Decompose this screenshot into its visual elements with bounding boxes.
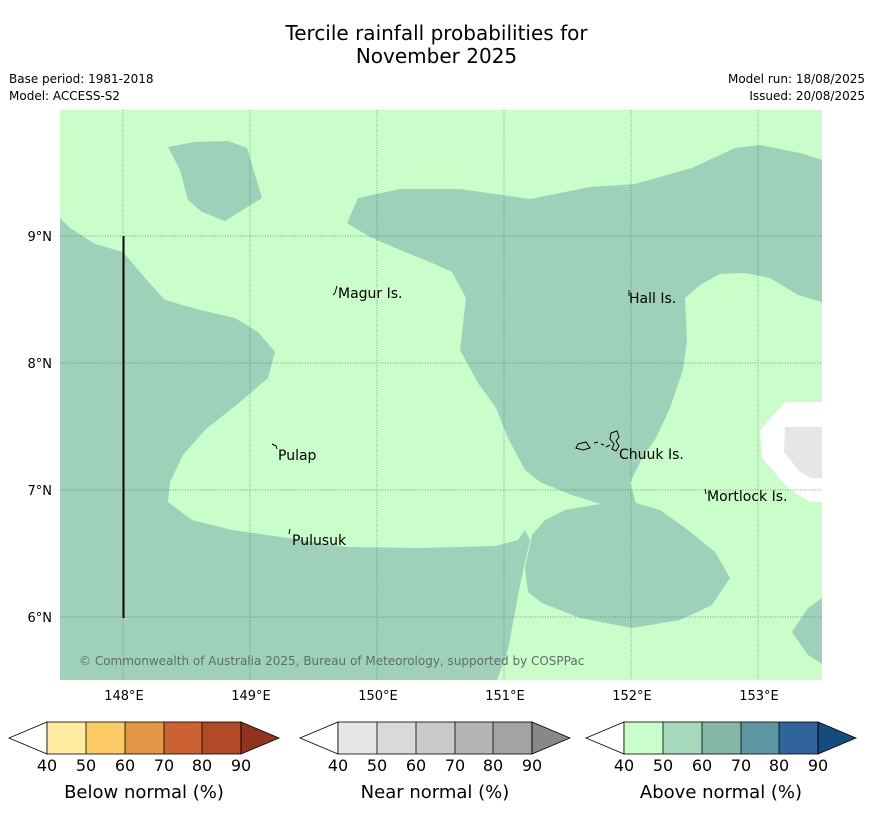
longitude-tick-labels: 148°E 149°E 150°E 151°E 152°E 153°E xyxy=(104,689,779,704)
cb-near-tick: 80 xyxy=(483,756,503,775)
lon-tick-151: 151°E xyxy=(485,689,525,704)
cb-below-seg xyxy=(125,722,164,754)
colorbar-above-normal: 40 50 60 70 80 90 Above normal (%) xyxy=(584,721,858,803)
cb-above-label: Above normal (%) xyxy=(640,782,802,803)
cb-near-max-arrow xyxy=(531,721,572,755)
graticule xyxy=(60,110,822,680)
base-period: Base period: 1981-2018 xyxy=(9,72,154,86)
cb-near-seg xyxy=(377,722,416,754)
cb-below-tick: 70 xyxy=(154,756,174,775)
cb-near-tick: 50 xyxy=(367,756,387,775)
cb-near-seg xyxy=(416,722,455,754)
colorbar-below-normal: 40 50 60 70 80 90 Below normal (%) xyxy=(7,721,281,803)
cb-above-seg xyxy=(624,722,663,754)
cb-near-seg xyxy=(338,722,377,754)
pulap-island-shape xyxy=(271,443,278,450)
magur-island-shape xyxy=(332,285,338,296)
cb-above-tick: 60 xyxy=(692,756,712,775)
place-label-pulusuk: Pulusuk xyxy=(292,533,347,549)
cb-near-min-arrow xyxy=(298,721,339,755)
cb-below-max-arrow xyxy=(240,721,281,755)
lon-tick-152: 152°E xyxy=(612,689,652,704)
near-normal-40-50-region xyxy=(784,427,822,478)
lon-tick-148: 148°E xyxy=(104,689,144,704)
cb-below-tick: 80 xyxy=(192,756,212,775)
cb-above-dividers xyxy=(662,722,780,754)
lat-tick-7n: 7°N xyxy=(28,484,53,499)
place-label-chuuk: Chuuk Is. xyxy=(619,447,684,463)
cb-near-tick: 90 xyxy=(522,756,542,775)
cb-below-seg xyxy=(47,722,86,754)
place-label-hall: Hall Is. xyxy=(629,291,676,307)
latitude-tick-labels: 9°N 8°N 7°N 6°N xyxy=(28,230,53,626)
mortlock-island-shape xyxy=(704,488,707,495)
cb-below-dividers xyxy=(85,722,203,754)
lon-tick-149: 149°E xyxy=(231,689,271,704)
island-outlines xyxy=(271,285,707,535)
cb-above-tick: 70 xyxy=(731,756,751,775)
cb-near-tick: 70 xyxy=(445,756,465,775)
place-label-pulap: Pulap xyxy=(278,448,317,464)
above-normal-50-60-region xyxy=(168,141,262,221)
chart-title: Tercile rainfall probabilities for Novem… xyxy=(0,22,873,68)
cb-below-tick: 60 xyxy=(115,756,135,775)
cb-near-seg xyxy=(493,722,532,754)
cb-above-max-arrow xyxy=(817,721,858,755)
lon-tick-150: 150°E xyxy=(358,689,398,704)
cb-below-tick: 50 xyxy=(76,756,96,775)
cb-near-label: Near normal (%) xyxy=(361,782,510,803)
cb-near-seg xyxy=(455,722,493,754)
title-line-1: Tercile rainfall probabilities for xyxy=(285,21,588,45)
metadata-right: Model run: 18/08/2025 Issued: 20/08/2025 xyxy=(728,71,865,105)
cb-below-label: Below normal (%) xyxy=(64,782,224,803)
cb-above-seg xyxy=(779,722,818,754)
pulusuk-island-shape xyxy=(288,528,291,535)
cb-below-tick: 90 xyxy=(231,756,251,775)
above-normal-50-60-region xyxy=(60,218,530,680)
lat-tick-6n: 6°N xyxy=(28,611,53,626)
cb-above-min-arrow xyxy=(584,721,625,755)
cb-near-dividers xyxy=(376,722,494,754)
cb-above-tick: 40 xyxy=(614,756,634,775)
cb-above-tick: 90 xyxy=(808,756,828,775)
cb-below-seg xyxy=(202,722,241,754)
cb-above-seg xyxy=(702,722,741,754)
place-label-magur: Magur Is. xyxy=(338,286,403,302)
model-run: Model run: 18/08/2025 xyxy=(727,72,865,86)
cb-above-tick: 50 xyxy=(653,756,673,775)
lat-tick-9n: 9°N xyxy=(28,230,53,245)
cb-near-tick: 40 xyxy=(328,756,348,775)
map-area: Magur Is. Hall Is. Pulap Chuuk Is. Mortl… xyxy=(60,110,822,680)
lat-tick-8n: 8°N xyxy=(28,357,53,372)
title-line-2: November 2025 xyxy=(355,44,518,68)
colorbar-near-normal: 40 50 60 70 80 90 Near normal (%) xyxy=(298,721,572,803)
cb-below-tick: 40 xyxy=(37,756,57,775)
above-normal-50-60-region xyxy=(347,145,822,628)
cb-below-min-arrow xyxy=(7,721,48,755)
above-normal-50-60-region xyxy=(792,598,822,664)
issued-date: Issued: 20/08/2025 xyxy=(749,89,865,103)
place-label-mortlock: Mortlock Is. xyxy=(707,489,787,505)
cb-below-seg xyxy=(164,722,202,754)
chuuk-lagoon-shape xyxy=(575,430,620,452)
cb-above-seg xyxy=(663,722,702,754)
cb-above-seg xyxy=(741,722,779,754)
cb-near-tick: 60 xyxy=(406,756,426,775)
lon-tick-153: 153°E xyxy=(739,689,779,704)
cb-below-seg xyxy=(86,722,125,754)
copyright-notice: © Commonwealth of Australia 2025, Bureau… xyxy=(79,654,584,668)
metadata-left: Base period: 1981-2018 Model: ACCESS-S2 xyxy=(9,71,154,105)
model-name: Model: ACCESS-S2 xyxy=(9,89,121,103)
cb-above-tick: 80 xyxy=(769,756,789,775)
